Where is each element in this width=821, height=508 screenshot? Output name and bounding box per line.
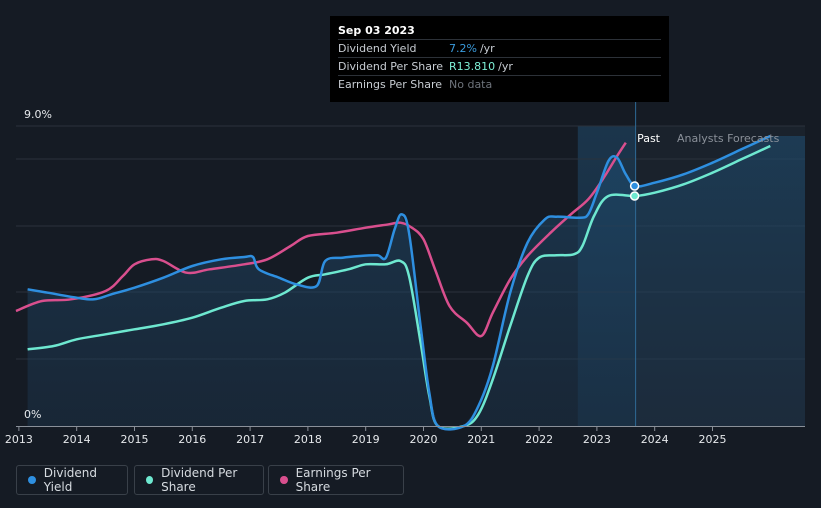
tooltip-label: Dividend Per Share: [338, 60, 444, 73]
tooltip-unit: /yr: [479, 42, 495, 55]
dividend-yield-marker: [629, 181, 640, 191]
tooltip-label: Earnings Per Share: [338, 78, 443, 91]
tooltip-row-dividend-per-share: Dividend Per Share R13.810 /yr: [338, 57, 661, 75]
x-tick-label: 2018: [294, 433, 322, 446]
dividend-yield-line: [27, 134, 771, 431]
y-tick-bottom: 0%: [24, 408, 41, 421]
x-tick-label: 2022: [525, 433, 553, 446]
x-tick-label: 2016: [178, 433, 206, 446]
legend-earnings-per-share[interactable]: Earnings Per Share: [268, 465, 404, 495]
y-tick-top: 9.0%: [24, 108, 52, 121]
legend-dividend-per-share[interactable]: Dividend Per Share: [134, 465, 264, 495]
x-tick-label: 2015: [120, 433, 148, 446]
tooltip: Sep 03 2023 Dividend Yield 7.2% /yr Divi…: [330, 16, 669, 102]
x-tick-label: 2014: [63, 433, 91, 446]
x-tick-label: 2019: [352, 433, 380, 446]
legend-label: Dividend Yield: [43, 466, 98, 494]
legend-dot-icon: [28, 476, 36, 484]
x-tick-label: 2020: [409, 433, 437, 446]
tooltip-unit: /yr: [498, 60, 513, 73]
x-tick-label: 2013: [5, 433, 33, 446]
forecast-label: Analysts Forecasts: [677, 132, 780, 145]
x-tick-label: 2024: [641, 433, 669, 446]
tooltip-date: Sep 03 2023: [338, 24, 415, 37]
tooltip-value: No data: [449, 78, 493, 91]
legend-label: Dividend Per Share: [161, 466, 238, 494]
x-tick-label: 2021: [467, 433, 495, 446]
tooltip-row-dividend-yield: Dividend Yield 7.2% /yr: [338, 39, 661, 57]
earnings-per-share-line: [15, 141, 627, 338]
legend-dot-icon: [146, 476, 154, 484]
x-tick-label: 2017: [236, 433, 264, 446]
legend-dot-icon: [280, 476, 288, 484]
past-label: Past: [637, 132, 661, 145]
tooltip-value: R13.810: [449, 60, 496, 73]
dividend-yield-area: [27, 136, 806, 426]
x-tick-label: 2023: [583, 433, 611, 446]
dividend-per-share-marker: [629, 191, 640, 201]
legend-dividend-yield[interactable]: Dividend Yield: [16, 465, 128, 495]
tooltip-label: Dividend Yield: [338, 42, 417, 55]
legend-label: Earnings Per Share: [295, 466, 371, 494]
tooltip-value: 7.2%: [449, 42, 477, 55]
x-tick-label: 2025: [698, 433, 726, 446]
tooltip-row-earnings-per-share: Earnings Per Share No data: [338, 75, 661, 93]
